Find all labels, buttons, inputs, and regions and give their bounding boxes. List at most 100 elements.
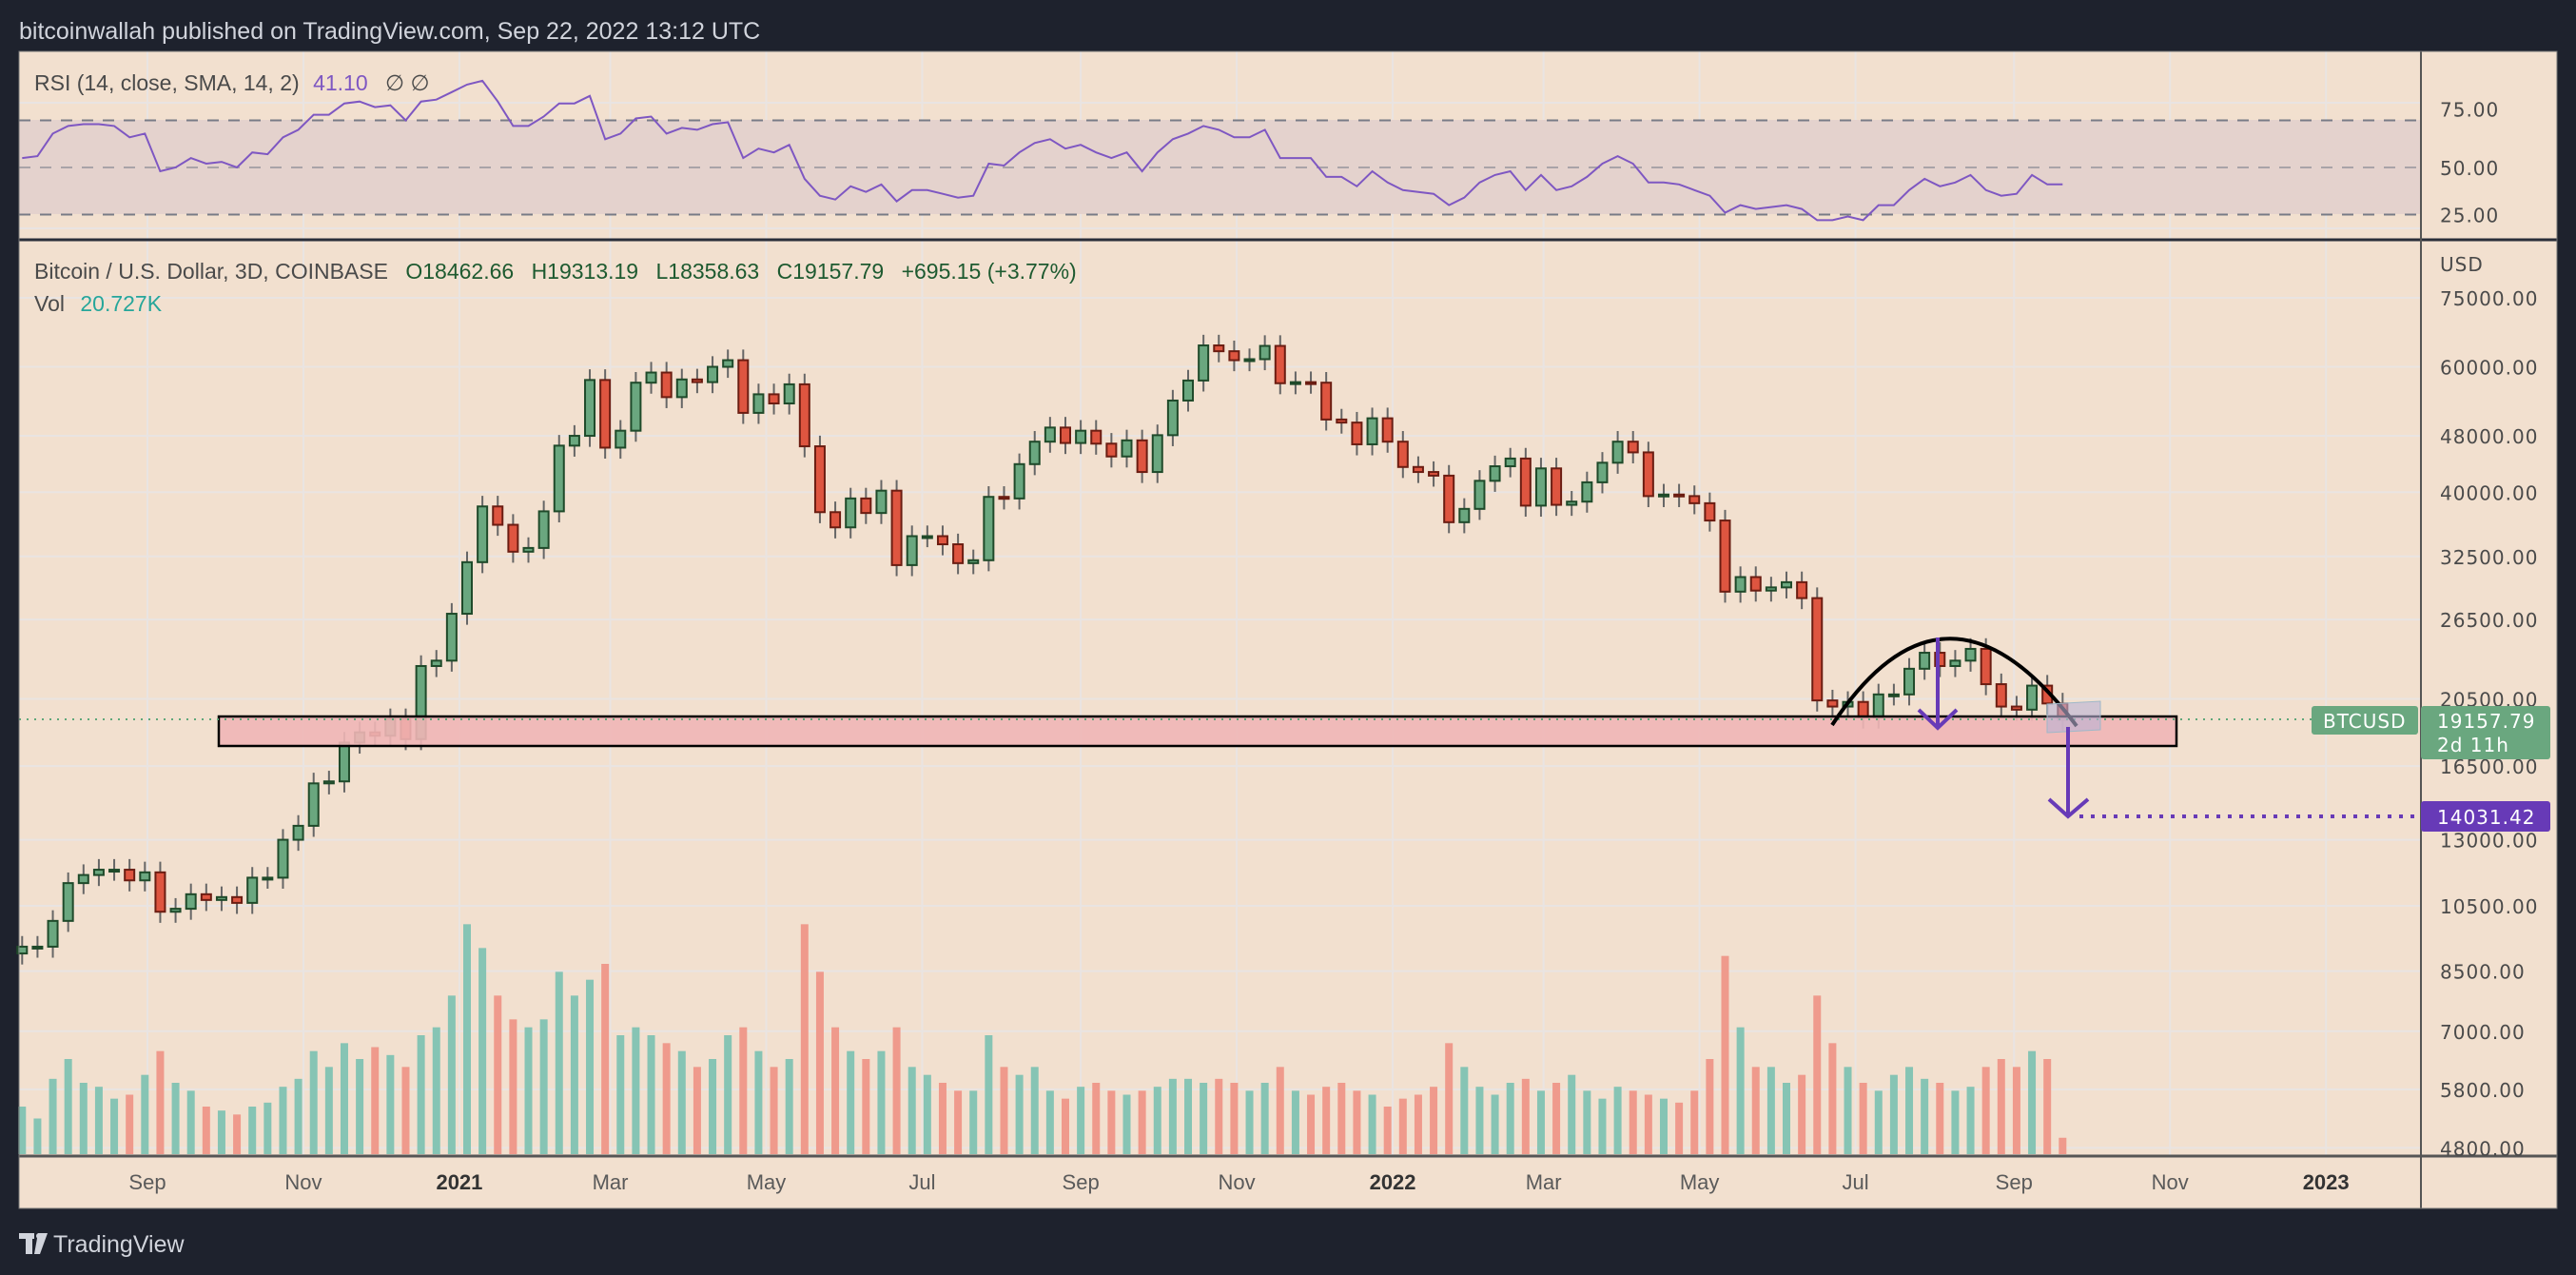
publish-info: bitcoinwallah published on TradingView.c… bbox=[19, 18, 760, 45]
time-tick-label: May bbox=[1680, 1170, 1720, 1194]
close-value: C19157.79 bbox=[777, 259, 885, 284]
volume-bar bbox=[1644, 1094, 1652, 1154]
price-tick-label: 26500.00 bbox=[2440, 609, 2538, 632]
rsi-legend[interactable]: RSI (14, close, SMA, 14, 2) 41.10 ∅ ∅ bbox=[34, 70, 429, 95]
volume-bar bbox=[1491, 1094, 1499, 1154]
price-legend[interactable]: Bitcoin / U.S. Dollar, 3D, COINBASE O184… bbox=[34, 259, 1077, 284]
time-tick-label: Mar bbox=[593, 1170, 629, 1194]
time-tick-label: Nov bbox=[2152, 1170, 2189, 1194]
candle-up bbox=[92, 869, 105, 876]
candle-down bbox=[507, 523, 519, 553]
volume-bar bbox=[1215, 1078, 1223, 1154]
candle-down bbox=[1642, 451, 1654, 498]
open-value: O18462.66 bbox=[405, 259, 514, 284]
price-tick-label: 75000.00 bbox=[2440, 287, 2538, 310]
volume-bar bbox=[677, 1050, 686, 1154]
candle-up bbox=[584, 379, 596, 438]
price-tick-label: 8500.00 bbox=[2440, 961, 2526, 984]
candle-down bbox=[1980, 647, 1992, 686]
volume-bar bbox=[1874, 1090, 1883, 1154]
volume-bar bbox=[1368, 1094, 1376, 1154]
candle-up bbox=[169, 908, 182, 913]
candle-up bbox=[185, 892, 197, 911]
candle-up bbox=[1657, 493, 1669, 498]
flag-shape[interactable] bbox=[2046, 700, 2101, 734]
candle-down bbox=[952, 543, 965, 564]
candle-down bbox=[1811, 597, 1824, 702]
candle-up bbox=[2026, 684, 2039, 711]
target-price-tag bbox=[2421, 801, 2550, 832]
projection-arrow[interactable] bbox=[2047, 727, 2090, 819]
candle-up bbox=[477, 505, 489, 563]
volume-bar bbox=[279, 1087, 287, 1154]
volume-bar bbox=[724, 1035, 732, 1154]
candle-up bbox=[47, 919, 59, 948]
volume-bar bbox=[815, 971, 824, 1154]
rsi-value: 41.10 bbox=[313, 70, 368, 95]
volume-bar bbox=[248, 1107, 257, 1154]
tradingview-logo[interactable]: TradingView bbox=[19, 1231, 185, 1258]
candle-down bbox=[1059, 426, 1071, 444]
volume-bar bbox=[1981, 1067, 1990, 1154]
volume-bar bbox=[1951, 1090, 1960, 1154]
candle-down bbox=[890, 489, 903, 566]
candle-down bbox=[231, 895, 244, 904]
candle-up bbox=[1566, 500, 1578, 506]
candle-up bbox=[1964, 647, 1977, 662]
candle-up bbox=[1458, 507, 1471, 523]
volume-bar bbox=[1291, 1090, 1299, 1154]
rsi-na-values: ∅ ∅ bbox=[385, 70, 429, 95]
candle-down bbox=[1995, 683, 2007, 708]
volume-bar bbox=[18, 1107, 27, 1154]
volume-bar bbox=[110, 1098, 119, 1154]
candle-down bbox=[860, 497, 872, 515]
volume-bar bbox=[1230, 1083, 1239, 1154]
price-tick-label: 40000.00 bbox=[2440, 481, 2538, 504]
support-zone[interactable] bbox=[217, 715, 2178, 748]
volume-bar bbox=[432, 1027, 440, 1154]
volume-bar bbox=[632, 1027, 640, 1154]
volume-bar bbox=[171, 1083, 180, 1154]
volume-bar bbox=[938, 1083, 946, 1154]
time-tick-label: Jul bbox=[1843, 1170, 1869, 1194]
volume-bar bbox=[1629, 1090, 1637, 1154]
time-tick-label: Sep bbox=[1063, 1170, 1100, 1194]
measured-move-arrow[interactable] bbox=[1917, 638, 1959, 731]
candle-down bbox=[492, 505, 504, 526]
candle-down bbox=[1857, 700, 1869, 719]
candle-down bbox=[998, 496, 1010, 500]
candle-down bbox=[1351, 422, 1363, 445]
candle-up bbox=[630, 382, 642, 432]
volume-bar bbox=[356, 1059, 364, 1154]
last-price-tag bbox=[2421, 706, 2550, 759]
volume-bar bbox=[263, 1102, 272, 1154]
rsi-tick-labels: 75.00 50.00 25.00 bbox=[2440, 99, 2498, 227]
volume-bar bbox=[662, 1043, 671, 1154]
candle-up bbox=[1182, 379, 1195, 402]
candle-up bbox=[246, 876, 259, 904]
volume-bar bbox=[1690, 1090, 1699, 1154]
high-value: H19313.19 bbox=[532, 259, 639, 284]
time-tick-label: 2021 bbox=[436, 1170, 482, 1194]
volume-bar bbox=[754, 1050, 763, 1154]
candle-up bbox=[568, 435, 580, 447]
volume-bar bbox=[1383, 1107, 1392, 1154]
volume-bar bbox=[340, 1043, 348, 1154]
candle-up bbox=[1289, 381, 1301, 385]
volume-bar bbox=[494, 995, 502, 1154]
rounded-top-arc[interactable] bbox=[1830, 637, 2078, 728]
candle-down bbox=[1428, 471, 1440, 477]
candle-up bbox=[1596, 461, 1609, 483]
volume-bar bbox=[1889, 1074, 1898, 1154]
candle-up bbox=[553, 444, 565, 513]
candle-down bbox=[829, 511, 842, 529]
candle-up bbox=[62, 882, 74, 922]
volume-bar bbox=[1245, 1090, 1254, 1154]
candle-up bbox=[1243, 358, 1256, 363]
change-value: +695.15 (+3.77%) bbox=[902, 259, 1077, 284]
candle-up bbox=[461, 560, 473, 616]
volume-bar bbox=[969, 1090, 978, 1154]
volume-bar bbox=[33, 1118, 42, 1154]
volume-legend[interactable]: Vol 20.727K bbox=[34, 291, 163, 316]
